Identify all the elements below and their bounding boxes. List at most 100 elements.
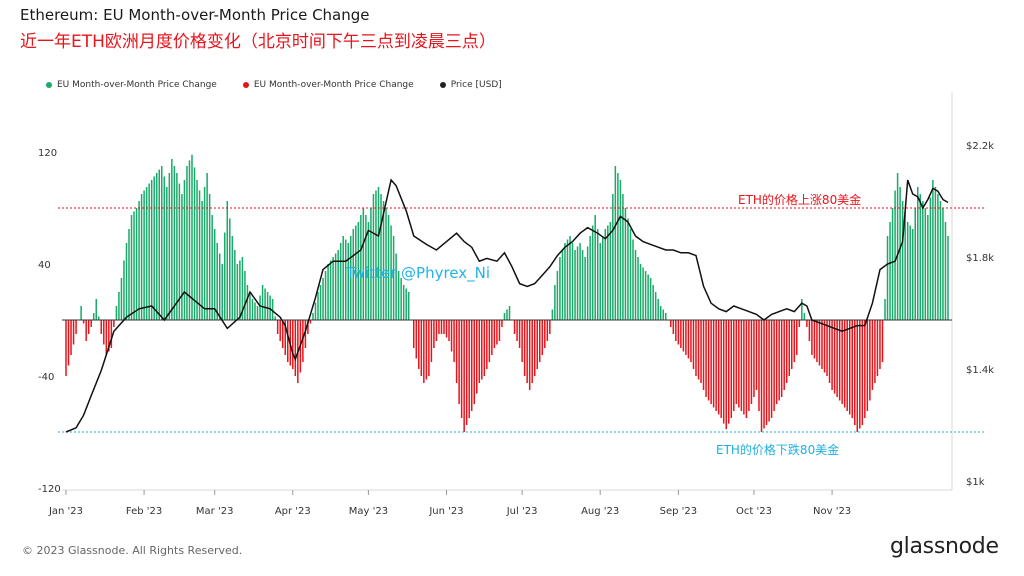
bar — [445, 320, 448, 338]
legend-item-price[interactable]: Price [USD] — [439, 80, 502, 90]
bar — [362, 208, 365, 320]
bar — [143, 190, 145, 320]
bar — [891, 208, 894, 320]
x-tick-label: Nov '23 — [813, 506, 851, 517]
bar — [95, 299, 97, 320]
bar — [367, 222, 370, 320]
bar — [848, 320, 851, 415]
bar — [317, 292, 319, 320]
bar — [339, 243, 342, 320]
bar — [92, 313, 95, 320]
bar — [533, 320, 536, 376]
bar — [813, 320, 816, 359]
bar — [80, 306, 82, 320]
y-right-tick-label: $1.8k — [966, 253, 994, 264]
bar — [342, 236, 344, 320]
bar — [178, 183, 181, 320]
bar — [725, 320, 727, 430]
bar — [377, 187, 380, 320]
bar — [695, 320, 697, 376]
bar — [672, 320, 675, 334]
bar — [251, 299, 254, 320]
bar — [276, 320, 279, 334]
bar — [763, 320, 765, 429]
bar — [518, 320, 521, 348]
bar — [70, 320, 72, 355]
legend-item-positive[interactable]: EU Month-over-Month Price Change — [46, 80, 217, 90]
bar — [418, 320, 420, 369]
bar — [599, 243, 601, 320]
bar — [193, 167, 196, 320]
bar — [239, 260, 241, 320]
bar — [176, 173, 178, 320]
glassnode-logo[interactable]: glassnode — [890, 534, 999, 559]
bar — [382, 201, 385, 320]
bar — [584, 257, 586, 320]
bar — [261, 285, 264, 320]
bar — [188, 160, 191, 320]
x-axis: Jan '23 Feb '23 Mar '23 Apr '23 May '23 Jun '… — [48, 490, 851, 517]
y-axis-left: 120 40 -40 -120 — [38, 148, 61, 495]
bar — [911, 229, 914, 320]
bar — [733, 320, 735, 411]
bar — [687, 320, 690, 359]
bar — [98, 316, 100, 320]
bar — [153, 176, 155, 320]
bar — [904, 211, 906, 320]
bar — [675, 320, 677, 341]
bar — [712, 320, 715, 408]
annotation-down: ETH的价格下跌80美金 — [716, 442, 839, 457]
bar — [135, 208, 138, 320]
bar — [629, 229, 632, 320]
bar — [602, 236, 604, 320]
bar — [478, 320, 481, 383]
y-right-tick-label: $2.2k — [966, 141, 994, 152]
bar — [181, 194, 183, 320]
bar — [864, 320, 866, 418]
bar — [682, 320, 685, 352]
bar — [596, 229, 599, 320]
bar — [344, 239, 347, 320]
bar — [861, 320, 864, 425]
bar — [271, 299, 274, 320]
chart-subtitle: 近一年ETH欧洲月度价格变化（北京时间下午三点到凌晨三点） — [20, 32, 496, 52]
bar — [886, 236, 889, 320]
bar — [508, 306, 511, 320]
bar — [579, 243, 581, 320]
bar — [415, 320, 418, 359]
bar — [493, 320, 496, 348]
bar — [559, 257, 561, 320]
legend-label-positive: EU Month-over-Month Price Change — [57, 80, 217, 90]
bar — [440, 320, 443, 334]
bar — [218, 253, 221, 320]
bar — [581, 250, 584, 320]
bar — [738, 320, 740, 408]
bar — [654, 292, 657, 320]
bar — [879, 320, 881, 369]
chart-title: Ethereum: EU Month-over-Month Price Chan… — [20, 6, 370, 24]
y-left-tick-label: -40 — [38, 372, 54, 383]
bar — [307, 320, 309, 334]
bar — [161, 166, 163, 320]
bar — [65, 320, 67, 376]
bar — [652, 285, 654, 320]
bar — [334, 253, 337, 320]
bar — [166, 187, 168, 320]
bar — [833, 320, 836, 394]
bar — [632, 239, 634, 320]
annotation-up: ETH的价格上涨80美金 — [738, 192, 861, 207]
bar — [697, 320, 700, 380]
bar — [236, 264, 239, 320]
legend-item-negative[interactable]: EU Month-over-Month Price Change — [242, 80, 414, 90]
bar — [501, 320, 503, 327]
bar — [365, 215, 367, 320]
bar — [254, 302, 256, 320]
bar — [198, 190, 201, 320]
bar — [448, 320, 450, 341]
bar — [627, 218, 629, 320]
bar — [473, 320, 475, 404]
bar — [357, 222, 360, 320]
bar — [644, 271, 647, 320]
bar — [312, 313, 314, 320]
bar — [740, 320, 743, 411]
